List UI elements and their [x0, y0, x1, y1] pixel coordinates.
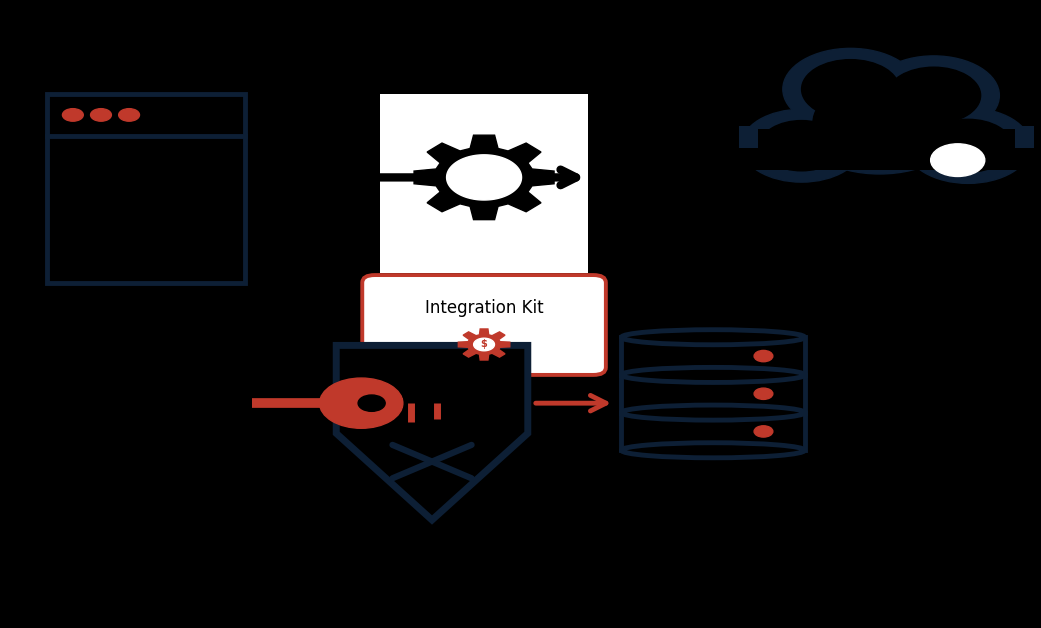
- Circle shape: [868, 56, 999, 135]
- FancyBboxPatch shape: [362, 275, 606, 375]
- FancyBboxPatch shape: [621, 375, 805, 413]
- Circle shape: [794, 71, 965, 174]
- Polygon shape: [447, 155, 522, 200]
- Circle shape: [754, 388, 772, 399]
- Circle shape: [924, 119, 1012, 172]
- Ellipse shape: [621, 405, 805, 420]
- Text: Integration Kit: Integration Kit: [425, 299, 543, 317]
- PathPatch shape: [336, 345, 528, 520]
- Polygon shape: [414, 135, 554, 220]
- Circle shape: [887, 67, 981, 124]
- Circle shape: [931, 144, 985, 176]
- Text: $: $: [481, 340, 487, 350]
- Polygon shape: [458, 329, 510, 360]
- Circle shape: [760, 121, 843, 171]
- Circle shape: [754, 350, 772, 362]
- Ellipse shape: [621, 367, 805, 382]
- Circle shape: [91, 109, 111, 121]
- FancyBboxPatch shape: [380, 94, 588, 273]
- FancyBboxPatch shape: [621, 337, 805, 375]
- FancyBboxPatch shape: [739, 126, 1034, 163]
- Ellipse shape: [621, 330, 805, 345]
- Circle shape: [358, 395, 385, 411]
- Circle shape: [754, 426, 772, 437]
- FancyBboxPatch shape: [739, 148, 1034, 170]
- FancyBboxPatch shape: [621, 413, 805, 450]
- Circle shape: [906, 108, 1031, 183]
- Circle shape: [783, 48, 918, 130]
- FancyBboxPatch shape: [758, 129, 1015, 163]
- Circle shape: [802, 60, 899, 119]
- FancyBboxPatch shape: [47, 94, 245, 283]
- Polygon shape: [474, 338, 494, 351]
- Ellipse shape: [621, 443, 805, 458]
- Circle shape: [62, 109, 83, 121]
- Circle shape: [741, 109, 862, 182]
- Circle shape: [320, 378, 403, 428]
- Circle shape: [813, 82, 946, 163]
- Circle shape: [119, 109, 139, 121]
